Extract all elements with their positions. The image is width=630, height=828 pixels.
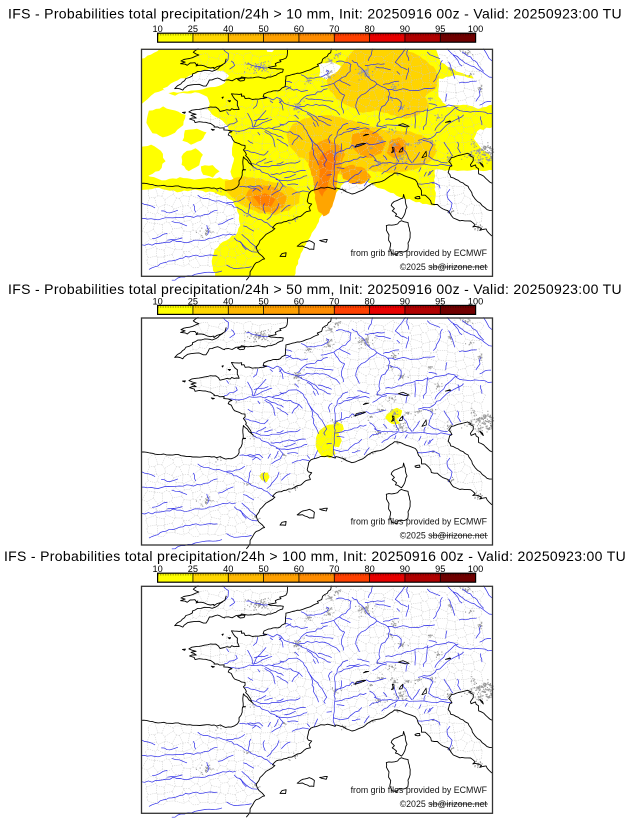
svg-text:95: 95 — [435, 564, 445, 574]
svg-text:100: 100 — [468, 24, 483, 34]
svg-text:40: 40 — [223, 296, 233, 306]
svg-text:40: 40 — [223, 564, 233, 574]
svg-text:from grib files provided by EC: from grib files provided by ECMWF — [351, 785, 488, 795]
svg-text:80: 80 — [364, 24, 374, 34]
svg-text:90: 90 — [400, 296, 410, 306]
svg-text:50: 50 — [258, 296, 268, 306]
svg-text:100: 100 — [468, 564, 483, 574]
svg-text:IFS - Probabilities total prec: IFS - Probabilities total precipitation/… — [8, 6, 622, 22]
svg-text:100: 100 — [468, 296, 483, 306]
svg-text:10: 10 — [152, 564, 162, 574]
svg-text:60: 60 — [294, 296, 304, 306]
svg-text:70: 70 — [329, 296, 339, 306]
svg-text:80: 80 — [364, 564, 374, 574]
svg-text:25: 25 — [188, 564, 198, 574]
svg-text:90: 90 — [400, 564, 410, 574]
svg-text:25: 25 — [188, 296, 198, 306]
svg-text:from grib files provided by EC: from grib files provided by ECMWF — [351, 517, 488, 527]
svg-text:IFS - Probabilities total prec: IFS - Probabilities total precipitation/… — [4, 548, 626, 564]
svg-text:10: 10 — [152, 24, 162, 34]
svg-text:10: 10 — [152, 296, 162, 306]
svg-text:90: 90 — [400, 24, 410, 34]
svg-text:80: 80 — [364, 296, 374, 306]
svg-text:70: 70 — [329, 24, 339, 34]
svg-text:25: 25 — [188, 24, 198, 34]
svg-text:95: 95 — [435, 296, 445, 306]
svg-text:from grib files provided by EC: from grib files provided by ECMWF — [351, 248, 488, 258]
svg-text:60: 60 — [294, 564, 304, 574]
svg-text:40: 40 — [223, 24, 233, 34]
svg-text:IFS - Probabilities total prec: IFS - Probabilities total precipitation/… — [8, 281, 622, 297]
svg-text:60: 60 — [294, 24, 304, 34]
svg-text:70: 70 — [329, 564, 339, 574]
svg-text:50: 50 — [258, 24, 268, 34]
svg-text:50: 50 — [258, 564, 268, 574]
svg-text:95: 95 — [435, 24, 445, 34]
